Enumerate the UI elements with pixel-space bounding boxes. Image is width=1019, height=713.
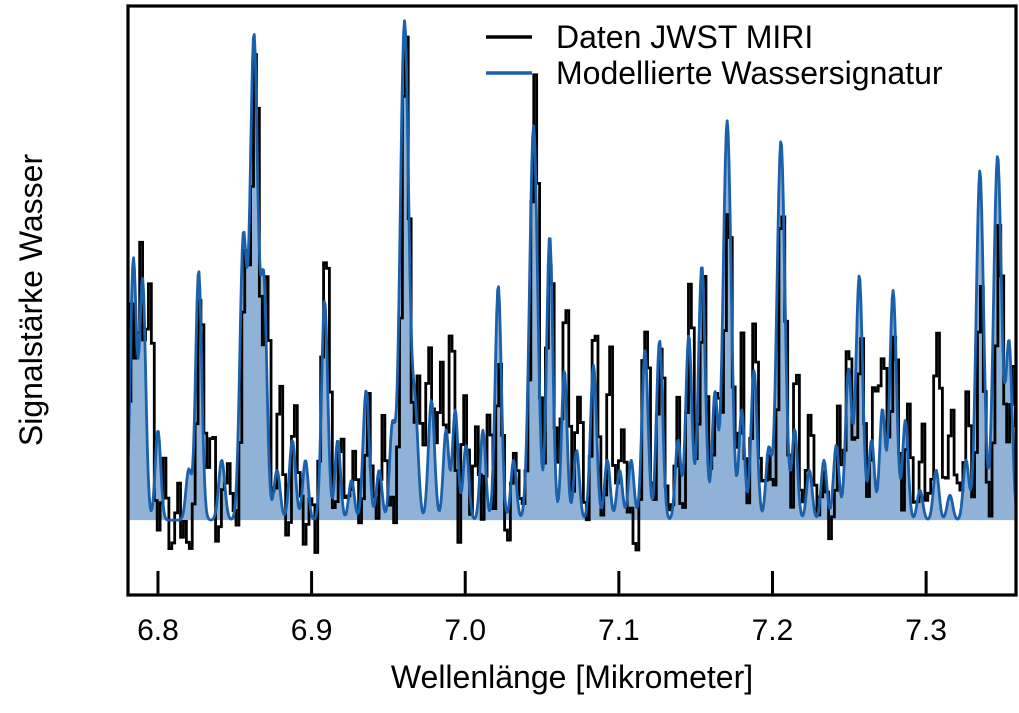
x-axis-ticks: 6.8 6.9 7.0 7.1 7.2 7.3 [137, 571, 947, 647]
model-series-water [128, 19, 1016, 522]
plot-frame [126, 4, 1018, 597]
x-axis-tick-label: 7.0 [444, 614, 486, 647]
legend: Daten JWST MIRI Modellierte Wassersignat… [486, 19, 943, 91]
x-axis-title: Wellenlänge [Mikrometer] [391, 659, 753, 695]
x-axis-tick-label: 7.2 [752, 614, 794, 647]
x-axis-tick-label: 6.9 [291, 614, 333, 647]
y-axis-title: Signalstärke Wasser [13, 154, 49, 447]
x-axis-tick-label: 7.3 [905, 614, 947, 647]
legend-label-model: Modellierte Wassersignatur [556, 55, 943, 91]
legend-label-data: Daten JWST MIRI [556, 19, 813, 55]
x-axis-tick-label: 7.1 [598, 614, 640, 647]
x-axis-tick-label: 6.8 [137, 614, 179, 647]
